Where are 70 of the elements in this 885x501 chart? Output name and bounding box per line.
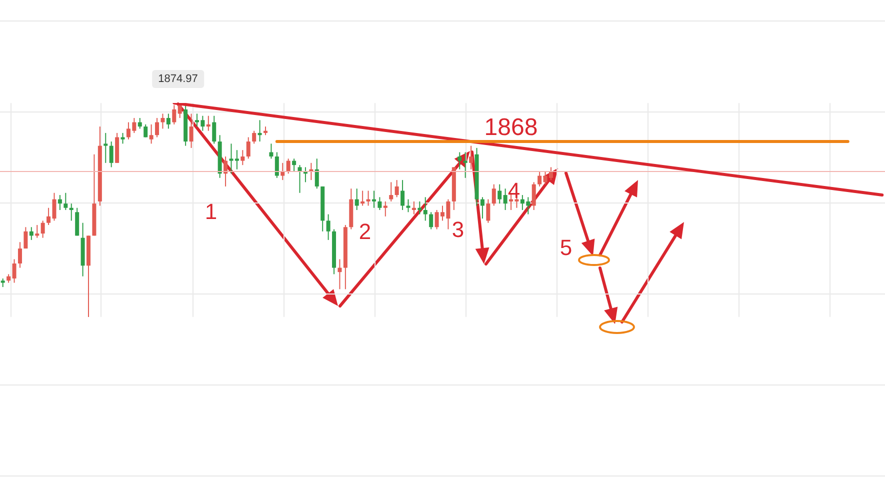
candlestick xyxy=(366,190,370,206)
candlestick xyxy=(75,207,80,236)
candlestick xyxy=(252,130,256,144)
candlestick xyxy=(492,184,496,206)
candlestick xyxy=(166,113,170,130)
candlestick xyxy=(155,117,160,138)
candlestick xyxy=(40,220,45,238)
candlestick xyxy=(354,188,359,210)
candlestick xyxy=(412,200,416,215)
candlestick xyxy=(486,198,490,224)
candlestick xyxy=(338,258,342,290)
candlestick xyxy=(109,141,114,168)
annotation: 3 xyxy=(452,217,464,243)
candlestick xyxy=(29,226,34,240)
candlestick xyxy=(64,192,68,210)
candlestick xyxy=(258,120,262,142)
candlestick xyxy=(234,150,239,170)
candlestick xyxy=(144,124,148,138)
candlestick xyxy=(69,203,74,222)
candlestick xyxy=(280,162,285,181)
candlestick xyxy=(189,113,194,148)
candlestick xyxy=(532,182,536,210)
candlestick xyxy=(383,200,388,217)
candlestick xyxy=(503,188,508,210)
candlestick xyxy=(469,145,474,170)
candlestick xyxy=(104,132,108,164)
candlestick xyxy=(378,196,382,210)
candlestick xyxy=(292,158,296,172)
annotation: 1 xyxy=(204,199,218,225)
candlestick xyxy=(498,184,502,204)
candlestick xyxy=(286,158,290,174)
candlestick xyxy=(274,152,279,178)
candlestick xyxy=(18,242,22,268)
annotation: 4 xyxy=(508,178,520,204)
candlestick xyxy=(240,150,245,166)
candlestick xyxy=(269,143,274,160)
candlestick xyxy=(206,115,210,132)
annotation: 2 xyxy=(358,219,372,245)
candlestick xyxy=(406,198,410,213)
candlestick xyxy=(314,158,319,190)
candlestick xyxy=(463,152,468,178)
candlestick xyxy=(246,136,250,160)
candlestick xyxy=(229,143,234,174)
candlestick xyxy=(372,190,376,208)
candlestick xyxy=(418,200,422,215)
candlestick xyxy=(458,152,462,170)
candlestick xyxy=(360,190,365,206)
candlestick xyxy=(172,104,176,125)
candlestick xyxy=(480,196,484,220)
candlestick xyxy=(538,170,542,187)
candlestick xyxy=(12,258,16,284)
candlestick xyxy=(149,124,154,144)
candlestick xyxy=(394,180,399,198)
candlestick xyxy=(35,224,40,238)
candlestick xyxy=(326,214,330,240)
annotation: 5 xyxy=(560,235,572,261)
candlestick xyxy=(58,194,62,210)
candlestick xyxy=(400,180,405,210)
candlestick xyxy=(389,182,394,202)
candlestick xyxy=(429,212,434,230)
candlestick xyxy=(423,196,428,222)
candlestick xyxy=(160,113,165,130)
candlestick xyxy=(120,132,125,144)
text: 1874.97 xyxy=(152,70,204,88)
candlestick xyxy=(298,164,302,194)
candlestick xyxy=(212,115,216,144)
annotation: 1868 xyxy=(484,114,538,142)
candlestick xyxy=(138,117,142,130)
candlestick xyxy=(24,226,28,250)
candlestick xyxy=(224,156,228,187)
